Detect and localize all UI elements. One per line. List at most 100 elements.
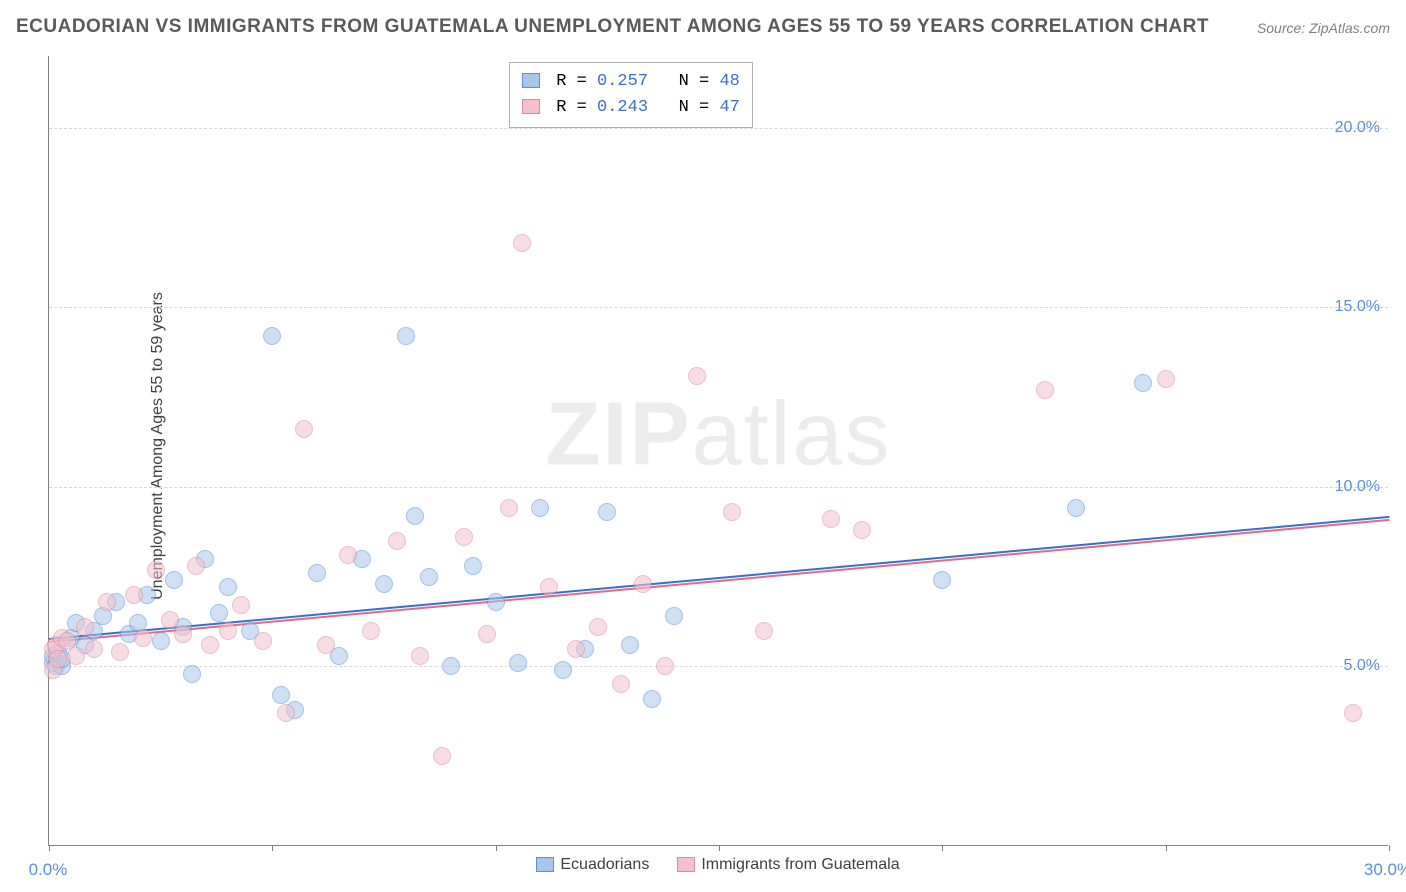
- y-tick-label: 15.0%: [1335, 298, 1380, 316]
- data-point-ecuadorians: [406, 507, 424, 525]
- data-point-guatemala: [85, 640, 103, 658]
- data-point-guatemala: [513, 234, 531, 252]
- legend-entry-ecuadorians: Ecuadorians: [536, 856, 649, 874]
- y-tick-label: 5.0%: [1344, 657, 1380, 675]
- x-tick: [942, 845, 943, 851]
- data-point-ecuadorians: [210, 604, 228, 622]
- data-point-guatemala: [478, 625, 496, 643]
- data-point-guatemala: [1157, 370, 1175, 388]
- data-point-ecuadorians: [933, 571, 951, 589]
- legend-entry-guatemala: Immigrants from Guatemala: [677, 856, 899, 874]
- legend-swatch-guatemala: [677, 857, 695, 872]
- data-point-ecuadorians: [420, 568, 438, 586]
- chart-title: ECUADORIAN VS IMMIGRANTS FROM GUATEMALA …: [16, 16, 1209, 38]
- data-point-ecuadorians: [509, 654, 527, 672]
- data-point-ecuadorians: [621, 636, 639, 654]
- legend-label: Ecuadorians: [560, 856, 649, 873]
- data-point-guatemala: [540, 578, 558, 596]
- source-attribution: Source: ZipAtlas.com: [1257, 20, 1390, 36]
- data-point-guatemala: [339, 546, 357, 564]
- data-point-ecuadorians: [165, 571, 183, 589]
- stats-row-ecuadorians: R = 0.257 N = 48: [522, 69, 740, 95]
- data-point-ecuadorians: [554, 661, 572, 679]
- legend-label: Immigrants from Guatemala: [701, 856, 899, 873]
- stats-n-label: N =: [679, 98, 710, 117]
- x-tick: [1166, 845, 1167, 851]
- plot-area: ZIPatlas R = 0.257 N = 48 R = 0.243 N = …: [48, 56, 1388, 846]
- data-point-guatemala: [567, 640, 585, 658]
- gridline: [49, 487, 1388, 488]
- data-point-guatemala: [161, 611, 179, 629]
- data-point-guatemala: [254, 632, 272, 650]
- x-tick: [1389, 845, 1390, 851]
- data-point-guatemala: [362, 622, 380, 640]
- data-point-guatemala: [295, 420, 313, 438]
- data-point-ecuadorians: [1067, 499, 1085, 517]
- data-point-guatemala: [433, 747, 451, 765]
- data-point-guatemala: [125, 586, 143, 604]
- x-tick: [49, 845, 50, 851]
- stats-r-value: 0.243: [597, 98, 648, 117]
- data-point-guatemala: [174, 625, 192, 643]
- data-point-ecuadorians: [1134, 374, 1152, 392]
- data-point-ecuadorians: [442, 657, 460, 675]
- stats-r-label: R =: [556, 72, 587, 91]
- stats-r-value: 0.257: [597, 72, 648, 91]
- x-tick: [272, 845, 273, 851]
- data-point-ecuadorians: [272, 686, 290, 704]
- data-point-ecuadorians: [397, 327, 415, 345]
- data-point-ecuadorians: [375, 575, 393, 593]
- data-point-guatemala: [411, 647, 429, 665]
- stats-n-value: 48: [719, 72, 739, 91]
- legend-swatch-ecuadorians: [536, 857, 554, 872]
- watermark: ZIPatlas: [545, 383, 891, 486]
- stats-row-guatemala: R = 0.243 N = 47: [522, 95, 740, 121]
- data-point-guatemala: [232, 596, 250, 614]
- data-point-guatemala: [612, 675, 630, 693]
- data-point-guatemala: [822, 510, 840, 528]
- watermark-bold: ZIP: [545, 384, 691, 484]
- data-point-ecuadorians: [219, 578, 237, 596]
- watermark-light: atlas: [691, 384, 891, 484]
- data-point-guatemala: [67, 647, 85, 665]
- data-point-guatemala: [134, 629, 152, 647]
- stats-swatch-ecuadorians: [522, 73, 540, 88]
- series-legend: Ecuadorians Immigrants from Guatemala: [48, 856, 1388, 874]
- data-point-ecuadorians: [643, 690, 661, 708]
- x-tick: [719, 845, 720, 851]
- gridline: [49, 307, 1388, 308]
- data-point-guatemala: [589, 618, 607, 636]
- data-point-guatemala: [49, 650, 67, 668]
- stats-swatch-guatemala: [522, 99, 540, 114]
- data-point-guatemala: [755, 622, 773, 640]
- stats-legend-box: R = 0.257 N = 48 R = 0.243 N = 47: [509, 62, 753, 128]
- y-tick-label: 20.0%: [1335, 119, 1380, 137]
- gridline: [49, 666, 1388, 667]
- data-point-ecuadorians: [464, 557, 482, 575]
- data-point-guatemala: [111, 643, 129, 661]
- stats-n-label: N =: [679, 72, 710, 91]
- data-point-ecuadorians: [598, 503, 616, 521]
- data-point-guatemala: [723, 503, 741, 521]
- stats-r-label: R =: [556, 98, 587, 117]
- data-point-guatemala: [455, 528, 473, 546]
- data-point-ecuadorians: [183, 665, 201, 683]
- data-point-ecuadorians: [531, 499, 549, 517]
- data-point-guatemala: [98, 593, 116, 611]
- data-point-guatemala: [187, 557, 205, 575]
- data-point-guatemala: [147, 561, 165, 579]
- data-point-guatemala: [277, 704, 295, 722]
- data-point-guatemala: [688, 367, 706, 385]
- y-tick-label: 10.0%: [1335, 478, 1380, 496]
- data-point-guatemala: [656, 657, 674, 675]
- data-point-guatemala: [1344, 704, 1362, 722]
- data-point-guatemala: [853, 521, 871, 539]
- data-point-ecuadorians: [487, 593, 505, 611]
- data-point-ecuadorians: [263, 327, 281, 345]
- data-point-guatemala: [317, 636, 335, 654]
- data-point-guatemala: [1036, 381, 1054, 399]
- data-point-guatemala: [219, 622, 237, 640]
- data-point-guatemala: [76, 618, 94, 636]
- data-point-ecuadorians: [308, 564, 326, 582]
- gridline: [49, 128, 1388, 129]
